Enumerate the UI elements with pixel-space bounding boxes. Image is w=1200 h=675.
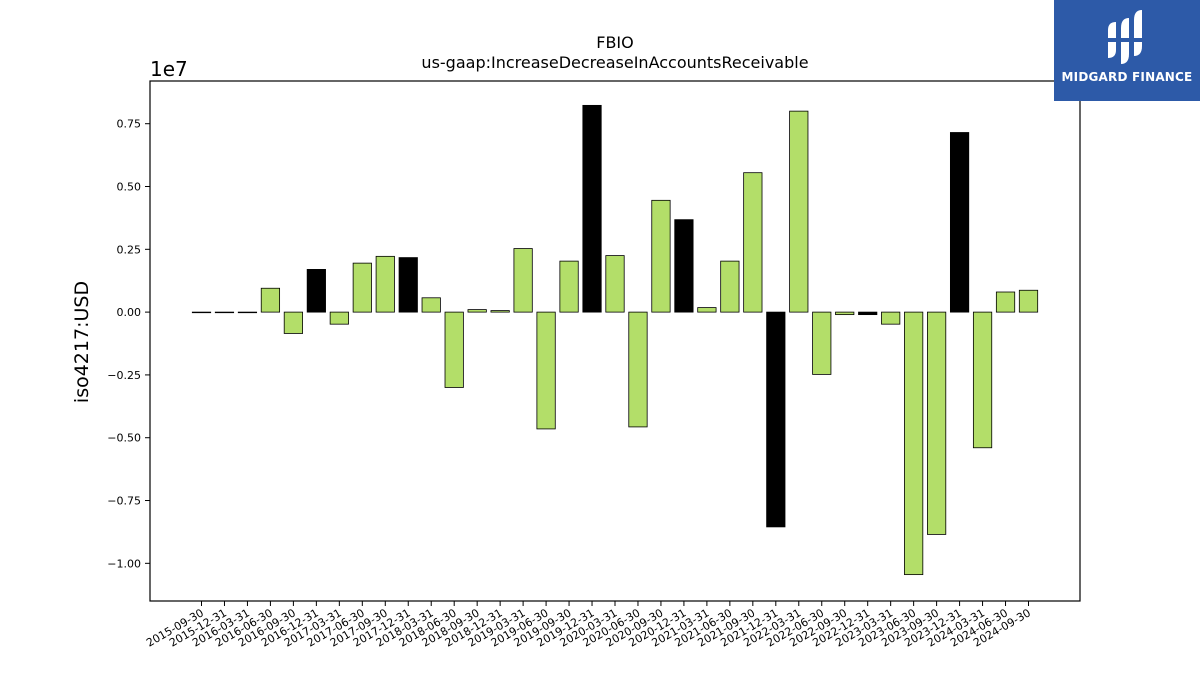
bar-2023-12-31 — [949, 132, 970, 313]
y-tick-label: −0.75 — [107, 495, 141, 508]
bar-2022-06-30 — [812, 311, 832, 375]
bar-2019-12-31 — [582, 104, 602, 313]
bar-2020-09-30 — [651, 199, 671, 313]
y-scale-label: 1e7 — [150, 57, 188, 81]
bar-2021-09-30 — [743, 172, 763, 313]
y-tick-label: −1.00 — [107, 557, 141, 570]
y-tick-label: 0.50 — [117, 181, 142, 194]
bar-2019-06-30 — [536, 311, 556, 430]
bar-2021-06-30 — [720, 260, 740, 313]
bar-2018-03-31 — [421, 297, 441, 313]
bar-2016-06-30 — [260, 287, 281, 313]
brand-name: MIDGARD FINANCE — [1061, 70, 1193, 84]
bar-2017-03-31 — [329, 311, 349, 325]
bar-2019-09-30 — [559, 260, 579, 313]
y-tick-label: −0.25 — [107, 369, 141, 382]
midgard-logo-icon — [1106, 10, 1146, 64]
bar-2021-12-31 — [766, 311, 786, 528]
x-ticks-group: 2015-09-302015-12-312016-03-312016-06-30… — [144, 601, 1033, 650]
bar-2024-03-31 — [972, 311, 993, 449]
bar-2017-09-30 — [375, 255, 395, 313]
chart-subtitle: us-gaap:IncreaseDecreaseInAccountsReceiv… — [421, 53, 808, 72]
bar-2015-09-30 — [191, 311, 212, 314]
bar-2020-12-31 — [674, 219, 694, 313]
bar-2022-09-30 — [835, 311, 855, 316]
y-tick-label: 0.75 — [117, 118, 142, 131]
plot-frame — [149, 80, 1081, 602]
bar-2024-06-30 — [995, 291, 1016, 313]
brand-logo: MIDGARD FINANCE — [1054, 0, 1200, 101]
bar-2023-06-30 — [904, 311, 924, 576]
bar-2017-12-31 — [398, 257, 418, 313]
y-tick-label: 0.00 — [117, 306, 142, 319]
bar-2019-03-31 — [513, 248, 533, 313]
bar-2020-06-30 — [628, 311, 648, 428]
bar-2024-09-30 — [1018, 289, 1039, 313]
bar-2020-03-31 — [605, 255, 625, 313]
bars-group — [191, 104, 1039, 576]
bar-2016-12-31 — [306, 269, 326, 313]
bar-2022-12-31 — [858, 311, 878, 316]
bar-2016-03-31 — [237, 311, 258, 314]
bar-2021-03-31 — [697, 307, 717, 313]
y-tick-label: −0.50 — [107, 432, 141, 445]
bar-2016-09-30 — [283, 311, 303, 334]
y-ticks-group: −1.00 −0.75 −0.50 −0.25 0.00 0.25 0.50 0.75 — [107, 118, 150, 570]
bar-2018-06-30 — [444, 311, 464, 388]
y-axis-label: iso4217:USD — [71, 281, 93, 403]
bar-2015-12-31 — [214, 311, 235, 314]
bar-2018-12-31 — [490, 310, 510, 313]
chart-title: FBIO — [596, 33, 634, 52]
bar-2023-09-30 — [927, 311, 947, 535]
bar-2023-03-31 — [881, 311, 901, 325]
bar-2022-03-31 — [789, 110, 809, 313]
bar-2018-09-30 — [467, 309, 487, 313]
y-tick-label: 0.25 — [117, 243, 142, 256]
bar-2017-06-30 — [352, 262, 372, 313]
